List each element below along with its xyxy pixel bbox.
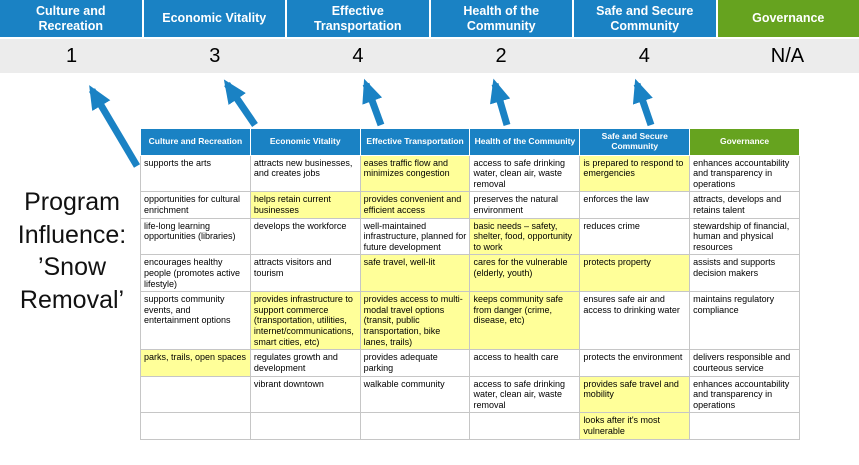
- matrix-cell: provides adequate parking: [359, 349, 471, 377]
- matrix-cell: walkable community: [359, 375, 471, 414]
- influence-matrix: Culture and Recreation Economic Vitality E…: [140, 128, 800, 440]
- matrix-cell: stewardship of financial, human and phys…: [689, 217, 800, 256]
- score-1: 3: [209, 44, 221, 67]
- summary-col-3: Health of the Community: [430, 0, 572, 37]
- score-3: 2: [495, 44, 507, 67]
- matrix-cell: [140, 375, 251, 414]
- matrix-cell: provides convenient and efficient access: [359, 191, 471, 219]
- matrix-cell: eases traffic flow and minimizes congest…: [359, 154, 471, 193]
- matrix-header-3: Health of the Community: [469, 128, 581, 156]
- matrix-cell: [249, 412, 361, 440]
- matrix-cell: preserves the natural environment: [469, 191, 581, 219]
- matrix-cell: provides access to multi-modal travel op…: [359, 291, 471, 351]
- table-row: vibrant downtown walkable community access…: [140, 375, 800, 414]
- matrix-cell: cares for the vulnerable (elderly, youth…: [469, 254, 581, 293]
- matrix-header-2: Effective Transportation: [359, 128, 471, 156]
- matrix-header-5: Governance: [689, 128, 800, 156]
- matrix-cell: opportunities for cultural enrichment: [140, 191, 251, 219]
- up-arrow-5: [632, 78, 655, 127]
- matrix-header-row: Culture and Recreation Economic Vitality E…: [140, 128, 800, 156]
- matrix-cell: enforces the law: [579, 191, 691, 219]
- matrix-cell: protects the environment: [579, 349, 691, 377]
- matrix-cell: [140, 412, 251, 440]
- up-arrow-4: [490, 78, 511, 126]
- matrix-cell: basic needs – safety, shelter, food, opp…: [469, 217, 581, 256]
- page-title: Program Influence: ’Snow Removal’: [17, 188, 127, 314]
- matrix-cell: encourages healthy people (promotes acti…: [140, 254, 251, 293]
- matrix-cell: attracts visitors and tourism: [249, 254, 361, 293]
- matrix-cell: provides infrastructure to support comme…: [249, 291, 361, 351]
- up-arrow-2: [223, 79, 258, 127]
- table-row: supports community events, and entertain…: [140, 291, 800, 351]
- matrix-cell: enhances accountability and transparency…: [689, 375, 800, 414]
- matrix-cell: supports community events, and entertain…: [140, 291, 251, 351]
- score-row: 1 3 4 2 4 N/A: [0, 39, 859, 73]
- table-row: looks after it's most vulnerable: [140, 412, 800, 440]
- matrix-body: supports the arts attracts new businesses…: [140, 154, 800, 440]
- matrix-cell: maintains regulatory compliance: [689, 291, 800, 351]
- summary-col-0: Culture and Recreation: [0, 0, 142, 37]
- matrix-cell: [689, 412, 800, 440]
- summary-band: Culture and Recreation Economic Vitality E…: [0, 0, 859, 37]
- up-arrow-1: [88, 85, 141, 168]
- matrix-cell: well-maintained infrastructure, planned …: [359, 217, 471, 256]
- matrix-cell: regulates growth and development: [249, 349, 361, 377]
- matrix-cell: is prepared to respond to emergencies: [579, 154, 691, 193]
- matrix-cell: access to safe drinking water, clean air…: [469, 375, 581, 414]
- matrix-cell: parks, trails, open spaces: [140, 349, 251, 377]
- matrix-header-4: Safe and Secure Community: [579, 128, 691, 156]
- score-4: 4: [638, 44, 650, 67]
- matrix-cell: protects property: [579, 254, 691, 293]
- table-row: opportunities for cultural enrichment hel…: [140, 191, 800, 219]
- summary-col-2: Effective Transportation: [287, 0, 429, 37]
- score-0: 1: [66, 44, 78, 67]
- matrix-cell: reduces crime: [579, 217, 691, 256]
- matrix-cell: [469, 412, 581, 440]
- matrix-cell: assists and supports decision makers: [689, 254, 800, 293]
- matrix-cell: enhances accountability and transparency…: [689, 154, 800, 193]
- matrix-cell: keeps community safe from danger (crime,…: [469, 291, 581, 351]
- summary-col-5: Governance: [717, 0, 859, 37]
- matrix-cell: ensures safe air and access to drinking …: [579, 291, 691, 351]
- summary-col-4: Safe and Secure Community: [574, 0, 716, 37]
- summary-col-1: Economic Vitality: [143, 0, 285, 37]
- matrix-cell: access to health care: [469, 349, 581, 377]
- matrix-cell: helps retain current businesses: [249, 191, 361, 219]
- matrix-cell: [359, 412, 471, 440]
- matrix-cell: attracts new businesses, and creates job…: [249, 154, 361, 193]
- matrix-cell: access to safe drinking water, clean air…: [469, 154, 581, 193]
- matrix-cell: provides safe travel and mobility: [579, 375, 691, 414]
- table-row: supports the arts attracts new businesses…: [140, 154, 800, 193]
- up-arrow-3: [362, 78, 385, 127]
- table-row: parks, trails, open spaces regulates grow…: [140, 349, 800, 377]
- matrix-cell: looks after it's most vulnerable: [579, 412, 691, 440]
- matrix-cell: safe travel, well-lit: [359, 254, 471, 293]
- matrix-cell: supports the arts: [140, 154, 251, 193]
- matrix-cell: life-long learning opportunities (librar…: [140, 217, 251, 256]
- matrix-header-1: Economic Vitality: [249, 128, 361, 156]
- score-2: 4: [352, 44, 364, 67]
- table-row: life-long learning opportunities (librar…: [140, 217, 800, 256]
- score-5: N/A: [770, 44, 805, 67]
- matrix-cell: attracts, develops and retains talent: [689, 191, 800, 219]
- matrix-header-0: Culture and Recreation: [140, 128, 251, 156]
- matrix-cell: develops the workforce: [249, 217, 361, 256]
- table-row: encourages healthy people (promotes acti…: [140, 254, 800, 293]
- matrix-cell: delivers responsible and courteous servi…: [689, 349, 800, 377]
- matrix-cell: vibrant downtown: [249, 375, 361, 414]
